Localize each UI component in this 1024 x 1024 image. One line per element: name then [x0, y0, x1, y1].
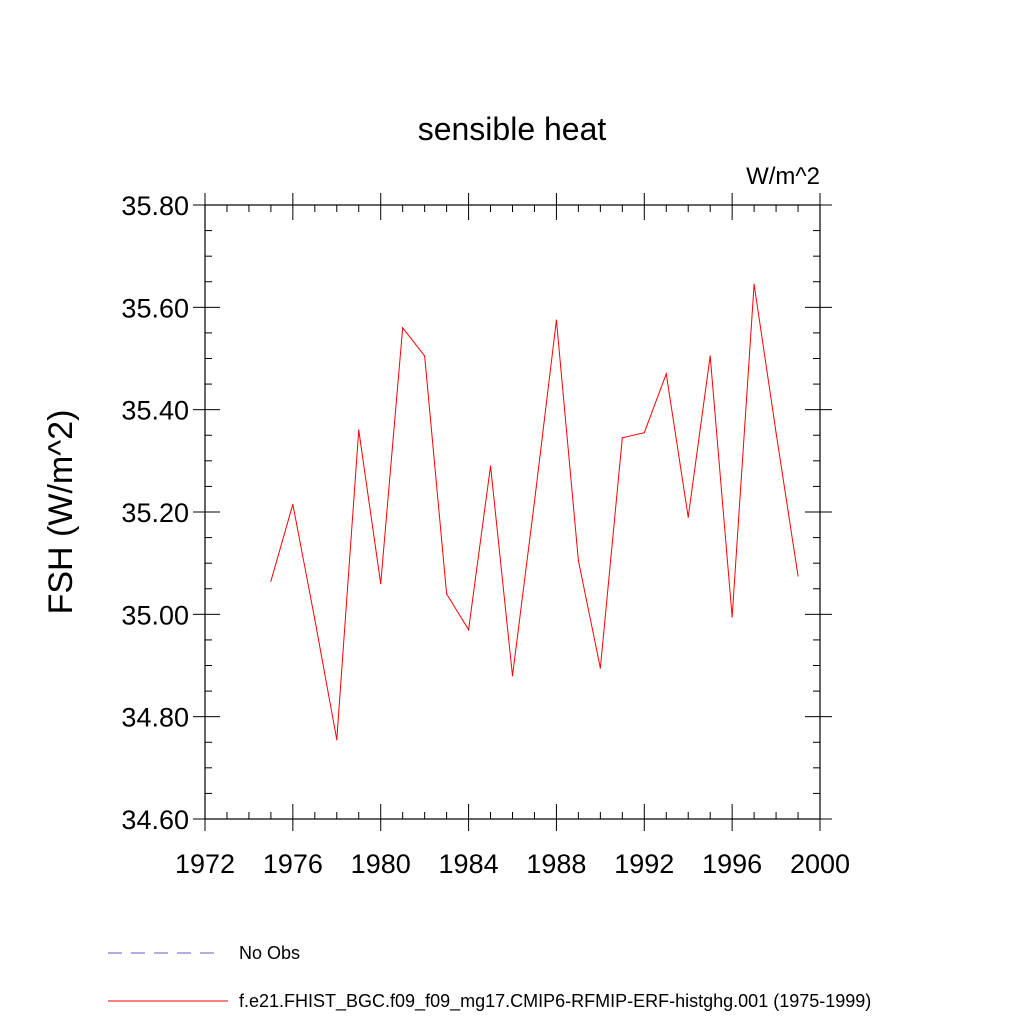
data-point [358, 429, 360, 431]
data-point [665, 373, 667, 375]
chart-title: sensible heat [418, 111, 607, 147]
y-tick-label: 34.80 [121, 703, 189, 733]
legend-label-no-obs: No Obs [239, 943, 300, 963]
x-tick-label: 1992 [614, 849, 674, 879]
axis-ticks [193, 193, 832, 831]
data-point [533, 501, 536, 503]
y-tick-label: 35.60 [121, 293, 189, 323]
data-point [467, 629, 470, 631]
legend: No Obs f.e21.FHIST_BGC.f09_f09_mg17.CMIP… [108, 943, 871, 1012]
x-tick-label: 1972 [175, 849, 235, 879]
data-point [687, 516, 689, 518]
x-tick-label: 1996 [702, 849, 762, 879]
data-point [424, 355, 426, 357]
legend-label-model-run: f.e21.FHIST_BGC.f09_f09_mg17.CMIP6-RFMIP… [239, 991, 871, 1012]
x-tick-label: 1984 [439, 849, 499, 879]
data-point [292, 503, 294, 505]
data-point [336, 739, 338, 741]
x-tick-label: 1976 [263, 849, 323, 879]
data-series [270, 283, 799, 741]
data-point [489, 465, 492, 467]
data-point [709, 355, 711, 357]
data-point [621, 437, 623, 439]
axis-tick-labels: 1972 1976 1980 1984 1988 1992 1996 2000 34.60 34.… [121, 191, 850, 879]
data-point [599, 667, 601, 669]
y-axis-label: FSH (W/m^2) [42, 410, 80, 615]
data-point [731, 616, 733, 618]
data-point [446, 593, 448, 595]
data-point [402, 327, 404, 329]
data-point [577, 560, 579, 562]
y-tick-label: 35.00 [121, 600, 189, 630]
x-tick-label: 1988 [526, 849, 586, 879]
x-tick-label: 1980 [351, 849, 411, 879]
plot-frame [204, 204, 821, 820]
x-tick-label: 2000 [790, 849, 850, 879]
data-point [314, 618, 316, 621]
data-point [380, 583, 382, 585]
series-line [270, 284, 799, 740]
y-tick-label: 35.20 [121, 498, 189, 528]
data-point [270, 580, 272, 582]
data-point [797, 575, 799, 577]
data-point [555, 319, 558, 321]
y-tick-label: 35.40 [121, 396, 189, 426]
data-point [753, 283, 755, 285]
y-tick-label: 35.80 [121, 191, 189, 221]
data-point [643, 432, 645, 434]
y-tick-label: 34.60 [121, 805, 189, 835]
data-point [511, 675, 514, 677]
units-label: W/m^2 [746, 163, 820, 190]
data-point [775, 432, 777, 434]
